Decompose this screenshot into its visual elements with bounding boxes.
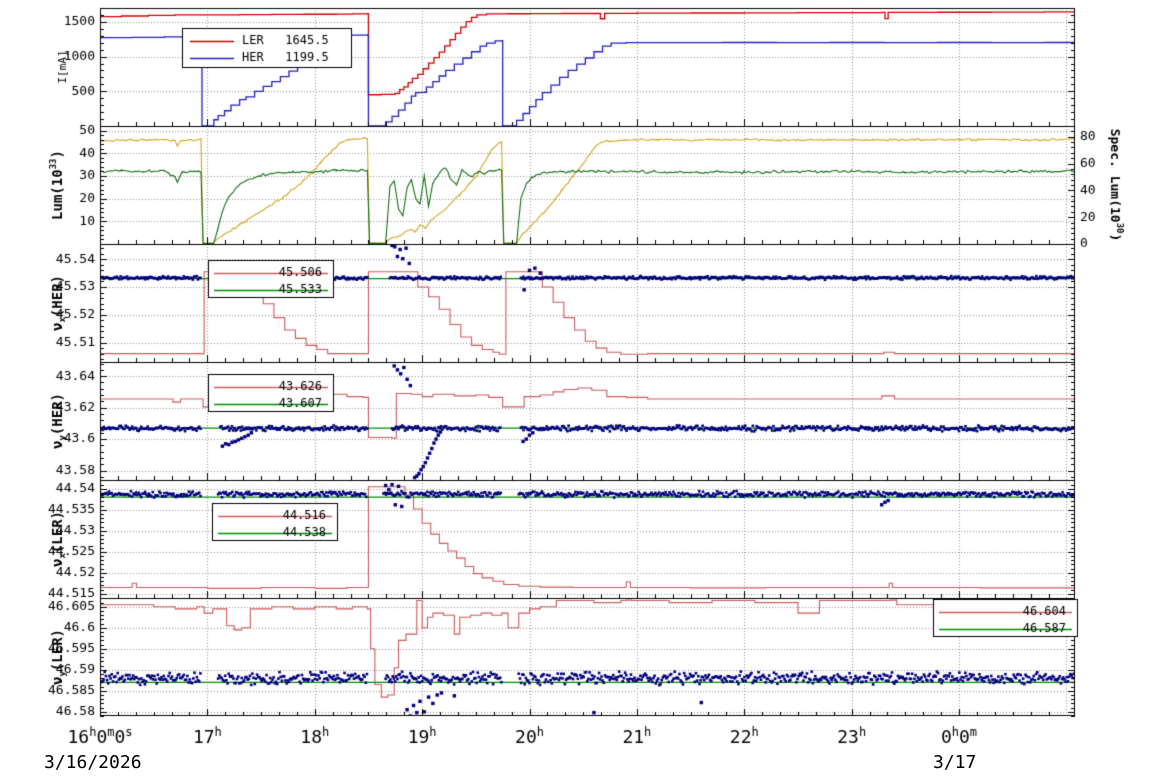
date-label-left: 3/16/2026 bbox=[44, 752, 142, 773]
date-label-right: 3/17 bbox=[933, 752, 977, 773]
